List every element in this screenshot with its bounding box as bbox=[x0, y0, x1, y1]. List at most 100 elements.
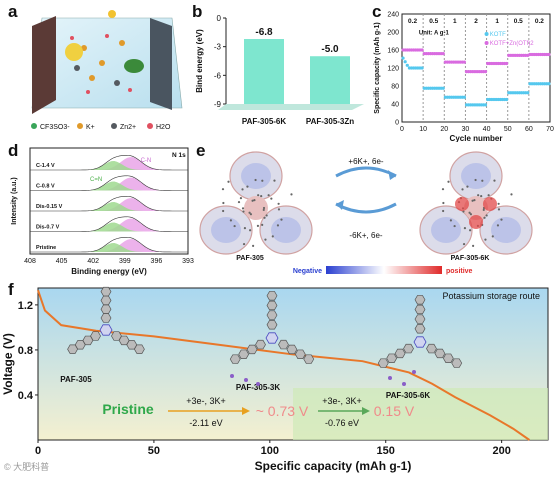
core-ring bbox=[99, 324, 113, 336]
plot-title: Potassium storage route bbox=[442, 291, 540, 301]
x-tick-label: 50 bbox=[504, 126, 512, 133]
benzene-ring bbox=[266, 320, 278, 330]
structure-paf-305-3k bbox=[229, 291, 315, 364]
atom bbox=[256, 224, 260, 227]
benzene-ring bbox=[294, 349, 306, 359]
atom bbox=[290, 193, 293, 196]
rate-label: 0.5 bbox=[514, 18, 523, 25]
bar-value-label: -5.0 bbox=[321, 44, 339, 55]
atom bbox=[469, 213, 473, 216]
bar-paf-305-3zn bbox=[310, 56, 350, 104]
atom bbox=[473, 199, 476, 202]
panel-b-bar-chart: 0 -3 -6 -9 Bind energy (eV) -6.8 PAF-305-6K -5.… bbox=[195, 14, 364, 126]
data-point-kotf-zn bbox=[462, 60, 466, 64]
x-category-label: PAF-305-3Zn bbox=[306, 117, 354, 126]
panel-d-xps-chart: N 1s C-1.4 V C-0.8 V Dis-0.15 V Dis-0.7 V Pri… bbox=[11, 147, 194, 276]
data-point-kotf bbox=[420, 66, 424, 70]
atom bbox=[260, 194, 263, 198]
x-tick-label: 402 bbox=[87, 258, 99, 265]
data-point-kotf bbox=[405, 63, 409, 67]
atom bbox=[267, 194, 270, 197]
legend-marker bbox=[484, 32, 489, 36]
atom bbox=[273, 179, 276, 182]
bulb-icon bbox=[108, 10, 116, 18]
atom bbox=[243, 227, 247, 230]
data-point-kotf bbox=[401, 56, 405, 60]
benzene-ring bbox=[414, 324, 426, 334]
benzene-ring bbox=[303, 354, 315, 364]
esp-core bbox=[461, 163, 491, 189]
k-ion bbox=[256, 382, 260, 386]
y-tick-label: -3 bbox=[214, 43, 222, 52]
atom bbox=[242, 210, 245, 213]
data-point-kotf-zn bbox=[441, 52, 445, 56]
benzene-ring bbox=[266, 300, 278, 311]
benzene-ring bbox=[414, 304, 426, 315]
core-ring bbox=[413, 336, 427, 348]
atom bbox=[264, 238, 267, 241]
y-tick-label: 0.4 bbox=[18, 390, 34, 402]
mascot-icon bbox=[65, 43, 83, 61]
panel-label-f: f bbox=[8, 280, 14, 299]
envelope-line bbox=[30, 216, 189, 232]
unit-label: Unit: A g-1 bbox=[419, 30, 450, 36]
bar-value-label: -6.8 bbox=[255, 27, 273, 38]
step2-top: +3e-, 3K+ bbox=[322, 396, 362, 406]
benzene-ring bbox=[451, 358, 463, 368]
atom bbox=[221, 188, 225, 191]
structure-paf-305-6k bbox=[377, 295, 463, 368]
x-tick-label: 50 bbox=[148, 445, 160, 457]
panel-f-voltage-chart: Potassium storage route PAF-305 PAF-305-3K… bbox=[1, 286, 549, 473]
y-tick-label: 0.8 bbox=[18, 345, 33, 357]
water-icon bbox=[147, 123, 153, 129]
peak-c-n bbox=[30, 243, 188, 252]
core-ring bbox=[265, 332, 279, 344]
atom bbox=[239, 197, 243, 200]
atom bbox=[280, 218, 283, 221]
data-point-kotf bbox=[547, 82, 551, 86]
backward-arrow bbox=[335, 202, 397, 214]
y-tick-label: 200 bbox=[387, 30, 399, 37]
atom bbox=[261, 223, 264, 227]
peak-label: C-N bbox=[141, 158, 152, 164]
forward-arrow bbox=[335, 166, 397, 178]
benzene-ring bbox=[377, 358, 389, 368]
atom bbox=[472, 244, 475, 247]
data-point-kotf bbox=[526, 91, 530, 95]
panel-e-esp-maps: PAF-305 PAF-305-6K +6K+, 6e- -6K+, 6e- Negat… bbox=[199, 151, 533, 275]
atom bbox=[271, 235, 274, 238]
data-point-kotf bbox=[441, 86, 445, 90]
structure-label: PAF-305-3K bbox=[236, 383, 281, 392]
benzene-ring bbox=[246, 344, 258, 355]
esp-core bbox=[431, 217, 461, 243]
rate-label: 1 bbox=[453, 18, 457, 25]
atom bbox=[447, 180, 450, 183]
structure-label: PAF-305-6K bbox=[386, 391, 431, 400]
y-tick-label: 120 bbox=[387, 66, 399, 73]
y-axis-label: Intensity (a.u.) bbox=[11, 177, 18, 224]
forward-label: +6K+, 6e- bbox=[348, 157, 383, 166]
envelope-line bbox=[30, 175, 189, 191]
atom bbox=[477, 194, 480, 197]
k-ion bbox=[412, 370, 416, 374]
step2-bottom: -0.76 eV bbox=[325, 418, 359, 428]
atom bbox=[496, 224, 500, 227]
atom bbox=[251, 199, 254, 202]
step1-bottom: -2.11 eV bbox=[189, 418, 222, 428]
atom bbox=[461, 188, 464, 191]
x-category-label: PAF-305-6K bbox=[242, 117, 287, 126]
atom bbox=[263, 216, 266, 219]
envelope-line bbox=[30, 236, 189, 253]
esp-core bbox=[241, 163, 271, 189]
step1-top: +3e-, 3K+ bbox=[186, 396, 226, 406]
legend-label: KOTF bbox=[490, 32, 506, 38]
peak-c-n bbox=[30, 181, 188, 191]
atom bbox=[253, 199, 256, 202]
atom bbox=[441, 188, 445, 191]
cathode-wall bbox=[150, 18, 172, 110]
zn-ion-icon bbox=[111, 123, 117, 129]
atom bbox=[252, 244, 255, 247]
y-tick-label: 0 bbox=[217, 14, 222, 23]
atom bbox=[265, 214, 268, 217]
k-site bbox=[483, 197, 497, 211]
